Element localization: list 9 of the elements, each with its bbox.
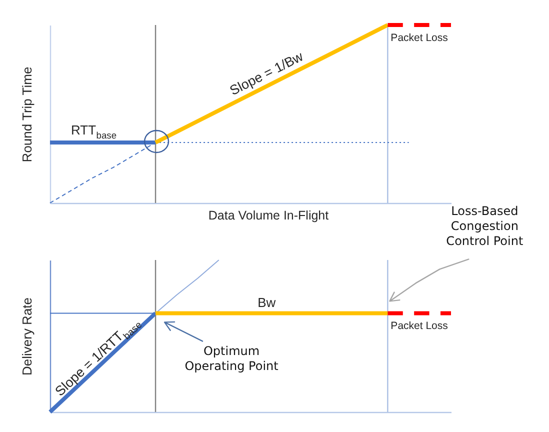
series-label: Packet Loss xyxy=(390,320,448,332)
text: Slope = 1/Bw xyxy=(227,48,306,98)
series-label: Bw xyxy=(258,295,276,310)
text: Loss-Based Congestion Control Point xyxy=(446,204,524,248)
annotation: Optimum Operating Point xyxy=(184,344,279,374)
y-axis-title: Round Trip Time xyxy=(20,66,34,162)
y-axis-title: Delivery Rate xyxy=(20,297,34,376)
x-axis-title: Data Volume In-Flight xyxy=(208,208,330,222)
series-label: Packet Loss xyxy=(390,32,448,44)
